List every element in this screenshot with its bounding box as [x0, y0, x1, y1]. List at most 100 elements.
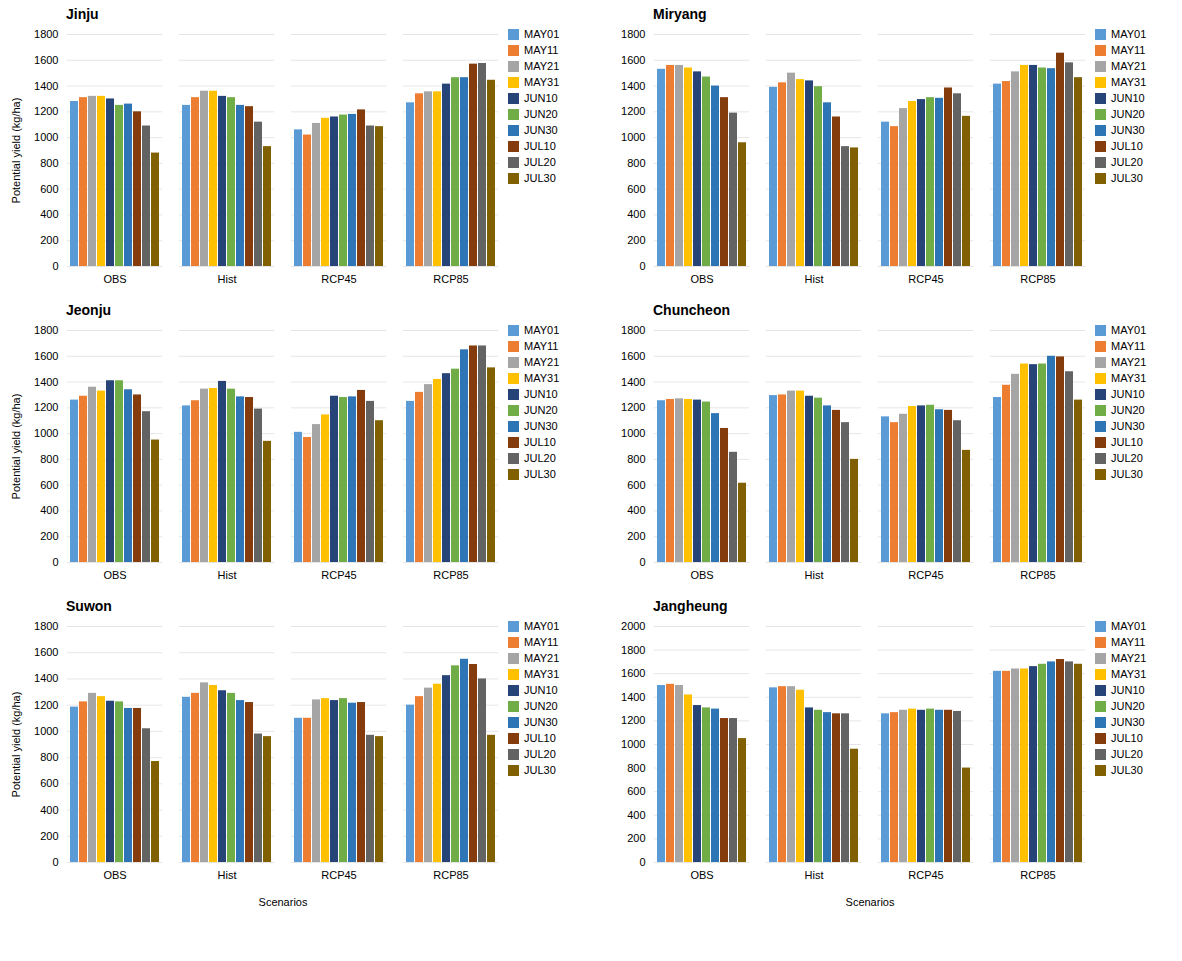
svg-text:Hist: Hist — [218, 273, 237, 285]
svg-text:RCP45: RCP45 — [321, 569, 356, 581]
svg-text:OBS: OBS — [103, 869, 126, 881]
html-text:MAY21: MAY21 — [524, 60, 560, 72]
html-text:Suwon: Suwon — [66, 598, 112, 614]
svg-text:400: 400 — [627, 504, 645, 516]
svg-text:1000: 1000 — [34, 725, 58, 737]
svg-text:Hist: Hist — [218, 569, 237, 581]
svg-text:2000: 2000 — [621, 620, 645, 632]
svg-text:Hist: Hist — [805, 869, 824, 881]
html-text:Miryang: Miryang — [653, 6, 707, 22]
svg-text:RCP85: RCP85 — [433, 569, 468, 581]
svg-text:Scenarios: Scenarios — [846, 896, 895, 908]
svg-text:RCP45: RCP45 — [908, 869, 943, 881]
svg-text:1400: 1400 — [34, 672, 58, 684]
svg-text:1600: 1600 — [34, 646, 58, 658]
svg-text:200: 200 — [627, 832, 645, 844]
svg-text:0: 0 — [639, 556, 645, 568]
svg-text:Potential yield (kg/ha): Potential yield (kg/ha) — [10, 394, 22, 500]
svg-text:1000: 1000 — [621, 738, 645, 750]
html-text:Jeonju: Jeonju — [66, 302, 112, 318]
svg-text:1600: 1600 — [621, 350, 645, 362]
svg-text:1200: 1200 — [621, 401, 645, 413]
svg-text:1400: 1400 — [34, 376, 58, 388]
html-text:Chuncheon: Chuncheon — [653, 302, 730, 318]
svg-text:1800: 1800 — [621, 324, 645, 336]
svg-text:600: 600 — [40, 479, 58, 491]
svg-text:400: 400 — [627, 208, 645, 220]
svg-text:Potential yield (kg/ha): Potential yield (kg/ha) — [10, 692, 22, 798]
svg-text:1600: 1600 — [34, 54, 58, 66]
svg-text:1800: 1800 — [34, 28, 58, 40]
svg-text:OBS: OBS — [690, 869, 713, 881]
html-text:MAY31: MAY31 — [524, 76, 560, 88]
svg-text:RCP85: RCP85 — [1020, 869, 1055, 881]
svg-text:RCP45: RCP45 — [908, 569, 943, 581]
svg-text:1200: 1200 — [34, 699, 58, 711]
svg-text:Scenarios: Scenarios — [259, 896, 308, 908]
svg-text:400: 400 — [40, 504, 58, 516]
svg-text:600: 600 — [627, 183, 645, 195]
svg-text:1000: 1000 — [34, 427, 58, 439]
svg-text:OBS: OBS — [103, 273, 126, 285]
html-text:MAY01: MAY01 — [524, 28, 560, 40]
svg-text:0: 0 — [52, 556, 58, 568]
svg-text:1200: 1200 — [621, 714, 645, 726]
svg-text:0: 0 — [52, 260, 58, 272]
svg-text:600: 600 — [40, 183, 58, 195]
svg-text:600: 600 — [627, 479, 645, 491]
svg-text:600: 600 — [627, 785, 645, 797]
svg-text:400: 400 — [627, 809, 645, 821]
svg-text:200: 200 — [40, 830, 58, 842]
svg-text:1800: 1800 — [34, 324, 58, 336]
svg-text:200: 200 — [40, 530, 58, 542]
svg-text:1800: 1800 — [621, 28, 645, 40]
svg-text:800: 800 — [627, 157, 645, 169]
svg-text:1600: 1600 — [34, 350, 58, 362]
svg-text:RCP85: RCP85 — [1020, 273, 1055, 285]
svg-text:RCP45: RCP45 — [908, 273, 943, 285]
svg-text:1000: 1000 — [621, 131, 645, 143]
svg-text:1400: 1400 — [621, 691, 645, 703]
svg-text:OBS: OBS — [103, 569, 126, 581]
svg-text:200: 200 — [40, 234, 58, 246]
svg-text:0: 0 — [52, 856, 58, 868]
html-text:MAY11: MAY11 — [524, 44, 559, 56]
svg-text:800: 800 — [40, 453, 58, 465]
svg-text:1600: 1600 — [621, 667, 645, 679]
svg-text:RCP85: RCP85 — [433, 869, 468, 881]
svg-text:800: 800 — [627, 453, 645, 465]
svg-text:1800: 1800 — [621, 644, 645, 656]
svg-text:400: 400 — [40, 208, 58, 220]
svg-text:Hist: Hist — [805, 569, 824, 581]
svg-text:1200: 1200 — [621, 105, 645, 117]
html-text:Jangheung: Jangheung — [653, 598, 728, 614]
svg-text:800: 800 — [40, 157, 58, 169]
svg-text:200: 200 — [627, 234, 645, 246]
svg-text:RCP45: RCP45 — [321, 273, 356, 285]
svg-text:800: 800 — [627, 762, 645, 774]
svg-text:1200: 1200 — [34, 401, 58, 413]
svg-text:1000: 1000 — [621, 427, 645, 439]
svg-text:0: 0 — [639, 856, 645, 868]
svg-text:OBS: OBS — [690, 569, 713, 581]
svg-text:200: 200 — [627, 530, 645, 542]
svg-text:0: 0 — [639, 260, 645, 272]
svg-text:400: 400 — [40, 804, 58, 816]
svg-text:OBS: OBS — [690, 273, 713, 285]
svg-text:RCP85: RCP85 — [1020, 569, 1055, 581]
svg-text:1400: 1400 — [621, 376, 645, 388]
svg-text:1600: 1600 — [621, 54, 645, 66]
svg-text:600: 600 — [40, 777, 58, 789]
svg-text:1400: 1400 — [621, 80, 645, 92]
svg-text:1000: 1000 — [34, 131, 58, 143]
svg-text:Hist: Hist — [218, 869, 237, 881]
svg-text:1200: 1200 — [34, 105, 58, 117]
svg-text:800: 800 — [40, 751, 58, 763]
svg-text:RCP45: RCP45 — [321, 869, 356, 881]
svg-text:Potential yield (kg/ha): Potential yield (kg/ha) — [10, 98, 22, 204]
html-text:Jinju: Jinju — [66, 6, 99, 22]
svg-text:1800: 1800 — [34, 620, 58, 632]
svg-text:1400: 1400 — [34, 80, 58, 92]
svg-text:RCP85: RCP85 — [433, 273, 468, 285]
svg-text:Hist: Hist — [805, 273, 824, 285]
